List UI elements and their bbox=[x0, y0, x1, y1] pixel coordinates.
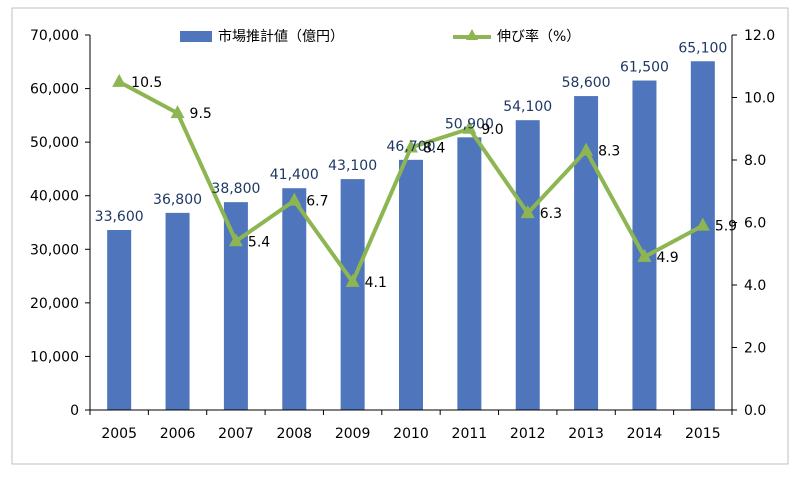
growth-value-label: 9.5 bbox=[190, 106, 212, 122]
y-left-tick-label: 50,000 bbox=[30, 135, 79, 151]
growth-marker-2015 bbox=[695, 217, 710, 231]
bar-value-label: 58,600 bbox=[562, 75, 611, 91]
bar-2011 bbox=[457, 137, 482, 411]
bar-2010 bbox=[399, 159, 423, 410]
growth-value-label: 8.4 bbox=[423, 141, 445, 157]
bar-2008 bbox=[282, 188, 307, 410]
y-left-tick-label: 70,000 bbox=[30, 28, 79, 44]
growth-marker-2006 bbox=[170, 105, 185, 119]
growth-value-label: 10.5 bbox=[131, 75, 162, 91]
x-tick-label: 2013 bbox=[568, 426, 604, 442]
x-tick-label: 2006 bbox=[160, 426, 196, 442]
growth-value-label: 5.9 bbox=[715, 219, 737, 235]
bar-value-label: 46,700 bbox=[387, 139, 436, 155]
bar-2009 bbox=[340, 179, 365, 410]
bar-2015 bbox=[690, 61, 715, 410]
bar-2012 bbox=[515, 120, 540, 410]
bar-value-label: 38,800 bbox=[211, 181, 260, 197]
growth-marker-2009 bbox=[345, 273, 360, 287]
growth-marker-2013 bbox=[579, 142, 594, 156]
x-tick-label: 2010 bbox=[393, 426, 429, 442]
y-right-tick-label: 6.0 bbox=[744, 216, 766, 232]
x-tick-label: 2007 bbox=[218, 426, 254, 442]
bar-value-label: 43,100 bbox=[328, 158, 377, 174]
y-right-tick-label: 12.0 bbox=[744, 28, 775, 44]
y-right-tick-label: 2.0 bbox=[744, 341, 766, 357]
bar-value-label: 41,400 bbox=[270, 167, 319, 183]
bar-value-label: 61,500 bbox=[620, 60, 669, 76]
growth-marker-2014 bbox=[637, 248, 652, 262]
x-tick-label: 2009 bbox=[335, 426, 371, 442]
bar-value-label: 54,100 bbox=[503, 99, 552, 115]
growth-value-label: 9.0 bbox=[481, 122, 503, 138]
growth-value-label: 4.9 bbox=[656, 250, 678, 266]
legend-swatch-bar bbox=[180, 31, 212, 42]
growth-value-label: 6.7 bbox=[306, 194, 328, 210]
growth-marker-2010 bbox=[404, 139, 418, 153]
y-left-tick-label: 20,000 bbox=[30, 296, 79, 312]
x-tick-label: 2011 bbox=[452, 426, 488, 442]
growth-value-label: 8.3 bbox=[598, 144, 620, 160]
growth-marker-2012 bbox=[520, 205, 535, 219]
y-right-tick-label: 10.0 bbox=[744, 91, 775, 107]
growth-value-label: 5.4 bbox=[248, 234, 270, 250]
y-left-tick-label: 10,000 bbox=[30, 349, 79, 365]
x-tick-label: 2012 bbox=[510, 426, 546, 442]
growth-value-label: 4.1 bbox=[365, 275, 387, 291]
y-left-tick-label: 30,000 bbox=[30, 242, 79, 258]
bar-value-label: 50,900 bbox=[445, 116, 494, 132]
bar-value-label: 33,600 bbox=[95, 209, 144, 225]
y-left-tick-label: 0 bbox=[70, 403, 79, 419]
x-tick-label: 2005 bbox=[101, 426, 137, 442]
growth-marker-2008 bbox=[287, 192, 302, 206]
y-right-tick-label: 4.0 bbox=[744, 278, 766, 294]
growth-marker-2005 bbox=[112, 73, 127, 87]
legend: 市場推計値（億円） 伸び率（%） bbox=[180, 28, 580, 45]
legend-label-bar: 市場推計値（億円） bbox=[218, 28, 344, 45]
bar-value-label: 36,800 bbox=[153, 192, 202, 208]
y-right-tick-label: 0.0 bbox=[744, 403, 766, 419]
legend-label-line: 伸び率（%） bbox=[497, 28, 580, 45]
bar-2006 bbox=[165, 212, 190, 410]
y-left-tick-label: 60,000 bbox=[30, 82, 79, 98]
y-left-tick-label: 40,000 bbox=[30, 189, 79, 205]
x-tick-label: 2008 bbox=[276, 426, 312, 442]
growth-value-label: 6.3 bbox=[540, 206, 562, 222]
bar-2005 bbox=[107, 230, 132, 410]
growth-marker-2011 bbox=[462, 120, 477, 134]
x-tick-label: 2014 bbox=[627, 426, 663, 442]
y-right-tick-label: 8.0 bbox=[744, 153, 766, 169]
legend-marker-triangle bbox=[466, 29, 478, 40]
growth-marker-2007 bbox=[228, 233, 243, 247]
bar-value-label: 65,100 bbox=[678, 40, 727, 56]
x-tick-label: 2015 bbox=[685, 426, 721, 442]
